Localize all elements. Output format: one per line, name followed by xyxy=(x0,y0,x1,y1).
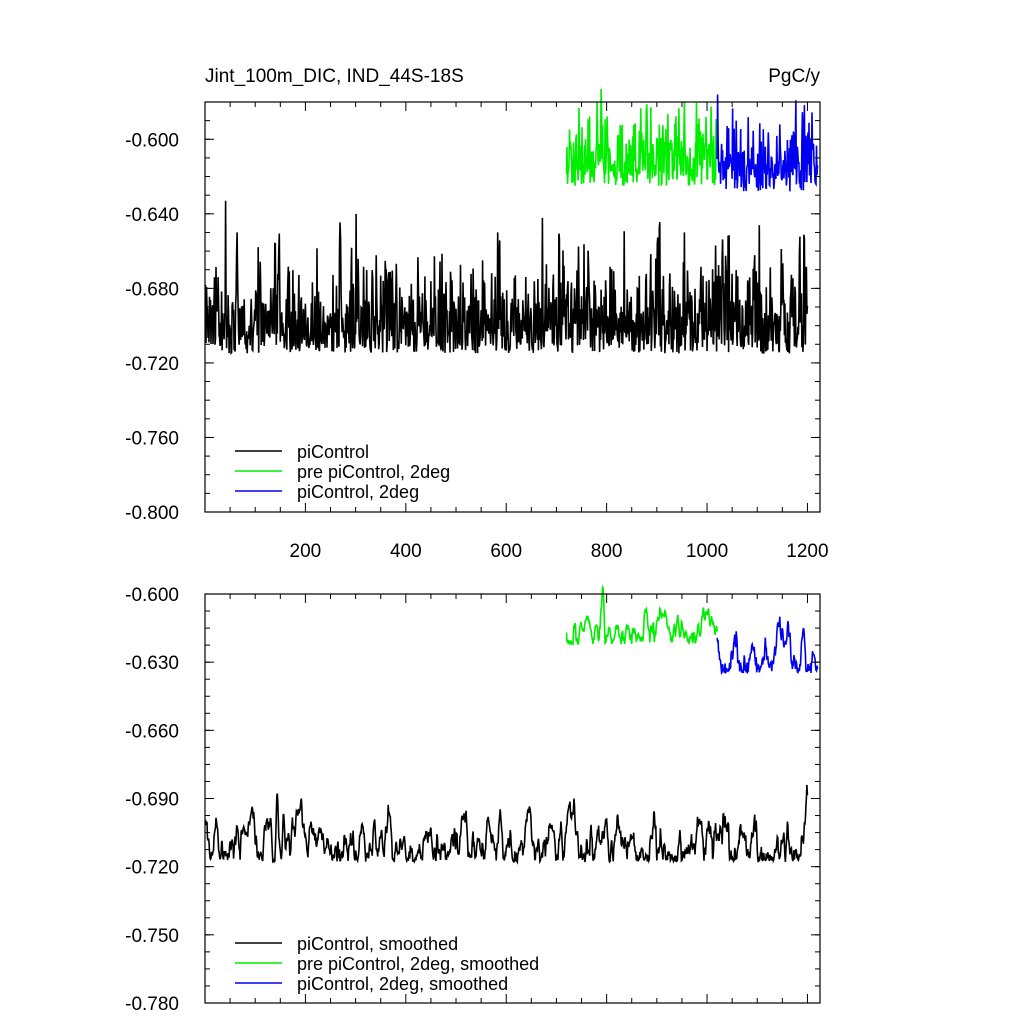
legend-label-0: piControl xyxy=(297,442,369,462)
units-label: PgC/y xyxy=(768,66,820,87)
y-tick-label: -0.800 xyxy=(125,503,179,524)
y-tick-label: -0.690 xyxy=(125,790,179,811)
legend-label-2: piControl, 2deg xyxy=(297,482,419,502)
y-tick-label: -0.720 xyxy=(125,858,179,879)
x-tick-label: 200 xyxy=(290,541,322,562)
x-tick-label: 1200 xyxy=(786,541,828,562)
legend-label-2: piControl, 2deg, smoothed xyxy=(297,974,508,994)
chart-title: Jint_100m_DIC, IND_44S-18S xyxy=(205,66,464,87)
legend-label-0: piControl, smoothed xyxy=(297,934,458,954)
series-line-0 xyxy=(204,784,809,865)
legend-label-1: pre piControl, 2deg xyxy=(297,462,450,482)
y-tick-label: -0.750 xyxy=(125,926,179,947)
y-tick-label: -0.720 xyxy=(125,354,179,375)
series-line-1 xyxy=(565,584,718,646)
x-tick-label: 400 xyxy=(390,541,422,562)
bottom-panel: -0.780 -0.750 -0.720 -0.690 -0.660 -0.630 -0.6… xyxy=(125,584,821,1015)
x-tick-label: 800 xyxy=(591,541,623,562)
bottom-plot-area: -0.780 -0.750 -0.720 -0.690 -0.660 -0.630 -0.6… xyxy=(125,584,821,1015)
x-tick-label: 600 xyxy=(490,541,522,562)
y-tick-label: -0.680 xyxy=(125,279,179,300)
series-line-2 xyxy=(716,94,819,192)
y-tick-label: -0.600 xyxy=(125,585,179,606)
legend-label-1: pre piControl, 2deg, smoothed xyxy=(297,954,539,974)
y-tick-label: -0.600 xyxy=(125,130,179,151)
series-line-2 xyxy=(716,616,819,676)
x-tick-label: 1000 xyxy=(686,541,728,562)
y-tick-label: -0.660 xyxy=(125,721,179,742)
y-tick-label: -0.640 xyxy=(125,205,179,226)
top-plot-area: 200 400 600 800 1000 1200 -0.800 -0.760 -0.720 -0… xyxy=(125,88,829,562)
series-line-1 xyxy=(565,88,718,188)
y-tick-label: -0.630 xyxy=(125,653,179,674)
y-tick-label: -0.760 xyxy=(125,428,179,449)
top-panel: Jint_100m_DIC, IND_44S-18S PgC/y 200 400 6… xyxy=(125,66,828,562)
series-line-0 xyxy=(204,200,809,355)
y-tick-label: -0.780 xyxy=(125,994,179,1015)
